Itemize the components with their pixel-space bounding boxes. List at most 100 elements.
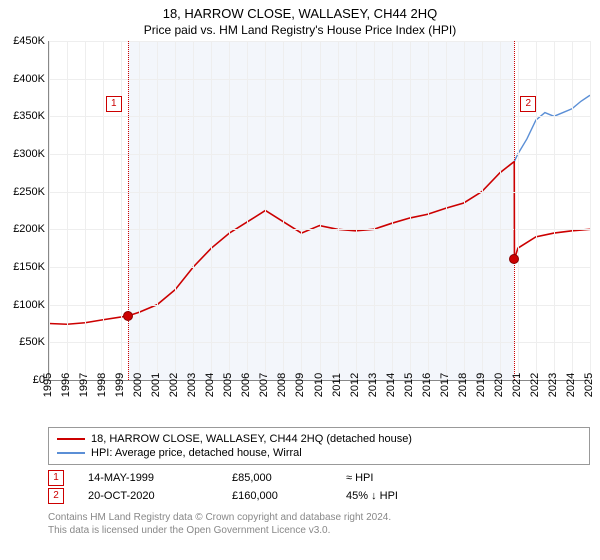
x-axis-label: 2013	[367, 373, 379, 397]
gridline-v	[67, 41, 68, 380]
gridline-v	[121, 41, 122, 380]
plot: £0£50K£100K£150K£200K£250K£300K£350K£400…	[48, 41, 590, 381]
gridline-v	[49, 41, 50, 380]
x-axis-label: 2003	[186, 373, 198, 397]
gridline-v	[536, 41, 537, 380]
page-subtitle: Price paid vs. HM Land Registry's House …	[0, 21, 600, 41]
gridline-v	[410, 41, 411, 380]
sale-hpi: ≈ HPI	[346, 472, 426, 484]
y-axis-label: £400K	[13, 73, 49, 85]
gridline-v	[283, 41, 284, 380]
sale-price: £160,000	[232, 490, 322, 502]
sale-row: 114-MAY-1999£85,000≈ HPI	[48, 469, 590, 487]
y-axis-label: £50K	[19, 336, 49, 348]
legend-swatch	[57, 452, 85, 454]
footer: Contains HM Land Registry data © Crown c…	[48, 511, 590, 537]
x-axis-label: 2005	[222, 373, 234, 397]
gridline-v	[301, 41, 302, 380]
x-axis-label: 2008	[276, 373, 288, 397]
x-axis-labels: 1995199619971998199920002001200220032004…	[48, 381, 590, 421]
legend-label: 18, HARROW CLOSE, WALLASEY, CH44 2HQ (de…	[91, 433, 412, 445]
sale-marker	[123, 311, 133, 321]
y-axis-label: £250K	[13, 186, 49, 198]
sale-idx: 2	[48, 488, 64, 504]
page-title: 18, HARROW CLOSE, WALLASEY, CH44 2HQ	[0, 0, 600, 21]
y-axis-label: £300K	[13, 148, 49, 160]
x-axis-label: 2004	[204, 373, 216, 397]
x-axis-label: 2023	[547, 373, 559, 397]
x-axis-label: 2002	[168, 373, 180, 397]
x-axis-label: 2017	[439, 373, 451, 397]
x-axis-label: 2016	[421, 373, 433, 397]
x-axis-label: 2015	[403, 373, 415, 397]
x-axis-label: 2001	[150, 373, 162, 397]
sale-row: 2 20-OCT-2020 £160,000 45% ↓ HPI	[48, 487, 590, 505]
y-axis-label: £350K	[13, 110, 49, 122]
x-axis-label: 2010	[313, 373, 325, 397]
gridline-v	[193, 41, 194, 380]
x-axis-label: 2020	[493, 373, 505, 397]
x-axis-label: 2006	[240, 373, 252, 397]
sale-date: 14-MAY-1999	[88, 472, 208, 484]
x-axis-label: 2011	[331, 373, 343, 397]
y-axis-label: £450K	[13, 35, 49, 47]
footer-line-2: This data is licensed under the Open Gov…	[48, 524, 590, 537]
gridline-v	[572, 41, 573, 380]
sales-table: 114-MAY-1999£85,000≈ HPI220-OCT-2020£160…	[48, 469, 590, 505]
callout-1: 1	[106, 96, 122, 112]
gridline-v	[229, 41, 230, 380]
gridline-v	[175, 41, 176, 380]
x-axis-label: 2000	[132, 373, 144, 397]
gridline-v	[590, 41, 591, 380]
legend-row: 18, HARROW CLOSE, WALLASEY, CH44 2HQ (de…	[57, 432, 581, 446]
sale-price: £85,000	[232, 472, 322, 484]
y-axis-label: £150K	[13, 261, 49, 273]
gridline-v	[265, 41, 266, 380]
gridline-v	[85, 41, 86, 380]
callout-2: 2	[520, 96, 536, 112]
gridline-v	[428, 41, 429, 380]
footer-line-1: Contains HM Land Registry data © Crown c…	[48, 511, 590, 524]
x-axis-label: 2019	[475, 373, 487, 397]
sale-hpi: 45% ↓ HPI	[346, 490, 426, 502]
chart-area: £0£50K£100K£150K£200K£250K£300K£350K£400…	[48, 41, 590, 381]
sale-vline	[128, 41, 129, 380]
gridline-v	[338, 41, 339, 380]
x-axis-label: 2024	[565, 373, 577, 397]
x-axis-label: 1996	[60, 373, 72, 397]
x-axis-label: 1999	[114, 373, 126, 397]
x-axis-label: 2025	[583, 373, 595, 397]
gridline-v	[211, 41, 212, 380]
gridline-v	[482, 41, 483, 380]
gridline-v	[139, 41, 140, 380]
x-axis-label: 1997	[78, 373, 90, 397]
x-axis-label: 1998	[96, 373, 108, 397]
gridline-v	[320, 41, 321, 380]
gridline-v	[247, 41, 248, 380]
legend-swatch	[57, 438, 85, 440]
legend-row: HPI: Average price, detached house, Wirr…	[57, 446, 581, 460]
y-axis-label: £100K	[13, 299, 49, 311]
legend-label: HPI: Average price, detached house, Wirr…	[91, 447, 302, 459]
gridline-v	[392, 41, 393, 380]
x-axis-label: 2014	[385, 373, 397, 397]
x-axis-label: 1995	[42, 373, 54, 397]
x-axis-label: 2021	[511, 373, 523, 397]
legend: 18, HARROW CLOSE, WALLASEY, CH44 2HQ (de…	[48, 427, 590, 465]
x-axis-label: 2009	[294, 373, 306, 397]
gridline-v	[464, 41, 465, 380]
sale-marker	[509, 254, 519, 264]
sale-vline	[514, 41, 515, 380]
gridline-v	[518, 41, 519, 380]
x-axis-label: 2018	[457, 373, 469, 397]
gridline-v	[554, 41, 555, 380]
gridline-v	[103, 41, 104, 380]
x-axis-label: 2007	[258, 373, 270, 397]
x-axis-label: 2022	[529, 373, 541, 397]
gridline-v	[356, 41, 357, 380]
gridline-v	[446, 41, 447, 380]
sale-date: 20-OCT-2020	[88, 490, 208, 502]
gridline-v	[157, 41, 158, 380]
y-axis-label: £200K	[13, 223, 49, 235]
gridline-v	[500, 41, 501, 380]
